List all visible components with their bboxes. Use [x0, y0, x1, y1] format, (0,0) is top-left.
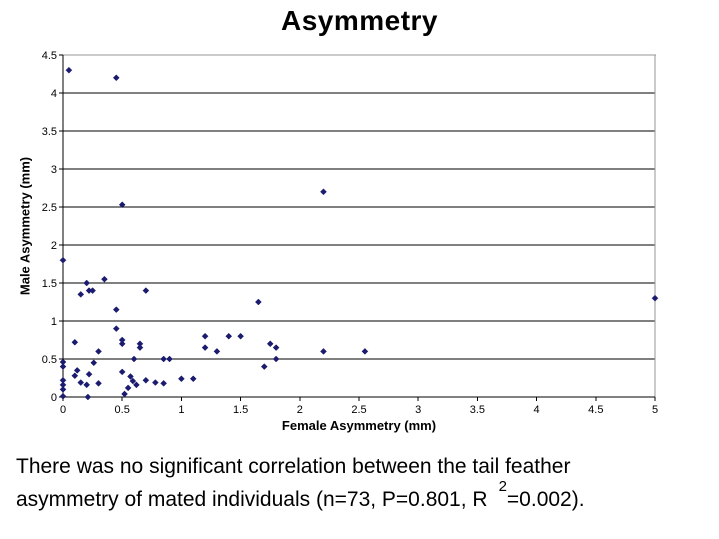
- data-point: [85, 370, 93, 378]
- x-tick-label: 0.5: [115, 404, 130, 416]
- y-tick-label: 2: [51, 240, 57, 252]
- data-point: [95, 379, 102, 387]
- data-point: [651, 294, 659, 302]
- data-point: [201, 344, 209, 351]
- y-tick-label: 4: [51, 88, 57, 100]
- x-tick-label: 2.5: [351, 404, 366, 416]
- y-tick-label: 2.5: [42, 202, 57, 214]
- data-point: [59, 256, 67, 264]
- x-axis-title: Female Asymmetry (mm): [281, 418, 437, 433]
- data-point: [84, 393, 92, 401]
- y-tick-label: 0: [51, 392, 57, 404]
- data-point: [77, 379, 85, 386]
- data-point: [59, 363, 67, 370]
- data-point: [130, 355, 138, 363]
- data-point: [118, 340, 126, 348]
- y-tick-label: 3: [51, 164, 57, 176]
- x-tick-label: 0: [60, 404, 66, 416]
- y-tick-label: 1: [51, 316, 57, 328]
- y-tick-label: 4.5: [42, 50, 57, 62]
- data-point: [189, 375, 197, 383]
- data-point: [178, 375, 185, 383]
- caption-line-2-suffix: =0.002).: [506, 488, 585, 511]
- x-tick-label: 2: [297, 404, 303, 416]
- data-point: [142, 376, 150, 384]
- data-point: [272, 355, 280, 363]
- data-point: [89, 287, 96, 294]
- data-point: [320, 188, 327, 196]
- data-point: [101, 275, 108, 283]
- caption-superscript: 2: [498, 478, 507, 495]
- data-point: [112, 74, 120, 82]
- caption-line-2-prefix: asymmetry of mated individuals (n=73, P=…: [16, 488, 488, 511]
- data-point: [237, 332, 244, 340]
- data-point: [59, 392, 67, 400]
- chart-title: Asymmetry: [280, 5, 439, 36]
- data-point: [225, 332, 233, 340]
- data-point: [83, 279, 91, 287]
- data-point: [124, 384, 132, 392]
- caption-line-1: There was no significant correlation bet…: [16, 455, 571, 478]
- data-point: [90, 359, 98, 367]
- data-point: [127, 373, 134, 380]
- data-point: [166, 355, 173, 363]
- data-point: [255, 298, 262, 306]
- data-point: [361, 348, 369, 355]
- data-point: [272, 344, 280, 351]
- data-point: [213, 348, 221, 355]
- x-tick-label: 5: [652, 404, 658, 416]
- data-point: [151, 379, 159, 386]
- data-point: [160, 379, 167, 387]
- x-tick-label: 3.5: [470, 404, 485, 416]
- data-point: [320, 348, 327, 355]
- data-point: [118, 368, 126, 376]
- data-point: [112, 306, 120, 313]
- data-point: [59, 386, 67, 393]
- data-point: [112, 325, 120, 332]
- data-point: [133, 381, 140, 389]
- y-tick-label: 1.5: [42, 278, 57, 290]
- caption: There was no significant correlation bet…: [16, 453, 716, 513]
- data-point: [65, 66, 73, 74]
- scatter-plot-svg: 4.5 4 3.5 3 2.5 2 1.5 1 0.5 00 0.5 1 1.5 2 2.5 3 3.5 4 4.5…: [42, 50, 659, 416]
- data-point: [95, 348, 102, 355]
- x-tick-label: 4.5: [588, 404, 603, 416]
- data-point: [73, 367, 81, 374]
- data-point: [77, 291, 85, 298]
- data-point: [71, 338, 79, 346]
- data-point: [260, 363, 268, 370]
- data-point: [71, 372, 79, 380]
- data-point: [142, 287, 150, 294]
- data-point: [266, 340, 274, 348]
- data-point: [201, 332, 209, 340]
- data-point: [136, 344, 144, 351]
- x-tick-label: 1: [178, 404, 184, 416]
- y-tick-label: 0.5: [42, 354, 57, 366]
- data-point: [129, 377, 137, 385]
- x-tick-label: 1.5: [233, 404, 248, 416]
- data-point: [83, 381, 91, 389]
- data-point: [160, 355, 167, 363]
- x-tick-label: 4: [534, 404, 540, 416]
- x-tick-label: 3: [415, 404, 421, 416]
- y-axis-title: Male Asymmetry (mm): [17, 156, 33, 296]
- data-point: [121, 390, 128, 398]
- y-tick-label: 3.5: [42, 126, 57, 138]
- data-point: [118, 201, 126, 209]
